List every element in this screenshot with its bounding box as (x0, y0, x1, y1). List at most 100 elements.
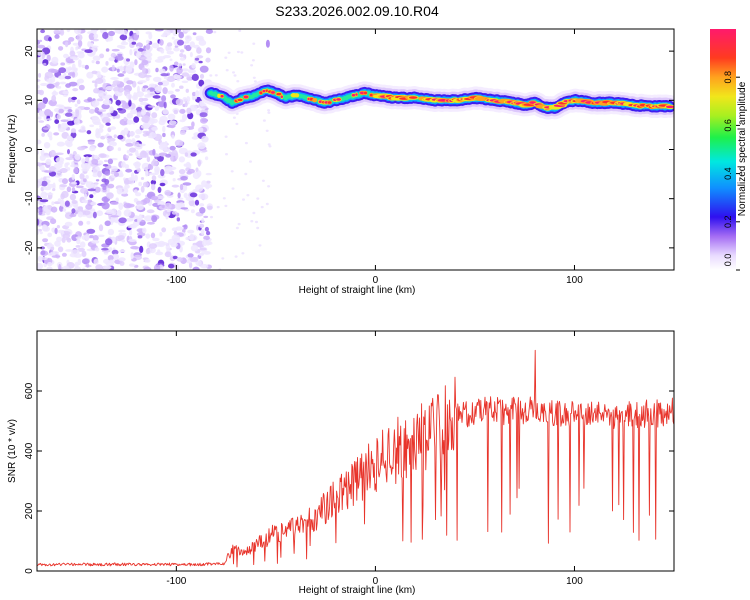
noise-speckle (166, 50, 174, 55)
noise-speckle (233, 74, 237, 77)
noise-speckle (59, 184, 68, 188)
noise-speckle (81, 250, 87, 258)
noise-speckle (111, 141, 117, 147)
noise-speckle (37, 178, 42, 186)
noise-speckle (152, 148, 156, 156)
noise-speckle (87, 188, 96, 192)
spectrogram-frame (36, 28, 675, 271)
noise-speckle (260, 205, 264, 209)
noise-speckle (151, 215, 158, 223)
noise-speckle (205, 57, 211, 63)
noise-speckle (235, 122, 239, 126)
noise-speckle (224, 204, 228, 208)
noise-speckle (46, 54, 51, 62)
x-tick-label: 100 (566, 576, 583, 587)
noise-speckle (179, 130, 186, 135)
noise-speckle (91, 100, 100, 107)
noise-speckle (40, 246, 45, 250)
noise-speckle (101, 202, 110, 210)
noise-speckle (53, 132, 60, 136)
ridge-peak (259, 91, 263, 95)
noise-speckle (96, 98, 104, 102)
noise-speckle (163, 29, 171, 36)
noise-speckle (204, 156, 209, 161)
noise-speckle (108, 247, 113, 251)
noise-speckle (125, 168, 133, 173)
noise-speckle (110, 77, 119, 80)
noise-speckle (102, 95, 107, 99)
noise-speckle (76, 34, 83, 41)
noise-speckle (69, 193, 76, 201)
noise-speckle (78, 84, 85, 91)
noise-speckle (42, 238, 49, 243)
noise-speckle (237, 222, 241, 226)
noise-speckle (148, 243, 158, 249)
noise-speckle (225, 69, 229, 72)
noise-speckle (180, 126, 189, 131)
noise-speckle (65, 249, 73, 252)
noise-speckle (117, 134, 124, 140)
noise-speckle (167, 113, 176, 121)
noise-speckle (150, 179, 157, 185)
noise-speckle (62, 178, 68, 185)
noise-speckle (145, 31, 152, 35)
noise-speckle (161, 95, 167, 102)
noise-speckle (43, 62, 47, 66)
y-tick-label: 0 (24, 146, 35, 152)
noise-speckle (199, 65, 209, 73)
noise-speckle (190, 209, 195, 214)
noise-speckle (144, 259, 151, 263)
noise-speckle (41, 180, 48, 187)
noise-speckle (140, 57, 149, 60)
noise-speckle (168, 120, 177, 126)
noise-speckle (111, 249, 119, 255)
noise-speckle (62, 233, 71, 239)
noise-speckle (75, 185, 84, 189)
noise-speckle (94, 247, 100, 252)
noise-speckle (203, 215, 209, 219)
noise-speckle (240, 51, 244, 54)
noise-speckle (199, 73, 205, 79)
noise-speckle (84, 64, 90, 70)
noise-speckle (59, 81, 67, 85)
noise-speckle (76, 78, 84, 84)
noise-speckle (159, 115, 168, 123)
noise-speckle (91, 70, 98, 75)
noise-speckle (66, 135, 72, 140)
noise-speckle (183, 185, 188, 191)
noise-speckle (124, 184, 130, 189)
noise-speckle (146, 209, 155, 214)
noise-speckle (151, 126, 159, 131)
noise-speckle (171, 184, 180, 188)
noise-speckle (84, 49, 93, 53)
noise-speckle (123, 209, 132, 217)
noise-speckle (181, 80, 189, 84)
noise-speckle (184, 152, 189, 157)
noise-speckle (201, 180, 207, 188)
noise-speckle (130, 252, 134, 260)
noise-speckle (185, 88, 189, 93)
noise-speckle (224, 135, 228, 138)
noise-speckle (87, 97, 93, 102)
noise-speckle (102, 99, 112, 106)
noise-speckle (143, 266, 152, 270)
noise-speckle (128, 239, 137, 242)
noise-speckle (157, 81, 163, 86)
noise-speckle (108, 30, 115, 37)
noise-speckle (109, 146, 114, 151)
noise-speckle (133, 189, 138, 194)
noise-speckle (187, 253, 194, 258)
noise-speckle (198, 79, 205, 87)
noise-speckle (251, 59, 255, 62)
noise-speckle (37, 85, 40, 89)
noise-speckle (188, 261, 193, 269)
noise-speckle (71, 187, 76, 192)
noise-speckle (244, 172, 248, 176)
noise-speckle (148, 172, 157, 176)
noise-speckle (134, 59, 138, 66)
noise-speckle (92, 211, 97, 219)
noise-speckle (60, 119, 69, 122)
ridge-peak (243, 95, 249, 99)
noise-speckle (110, 126, 116, 130)
noise-speckle (43, 176, 47, 181)
